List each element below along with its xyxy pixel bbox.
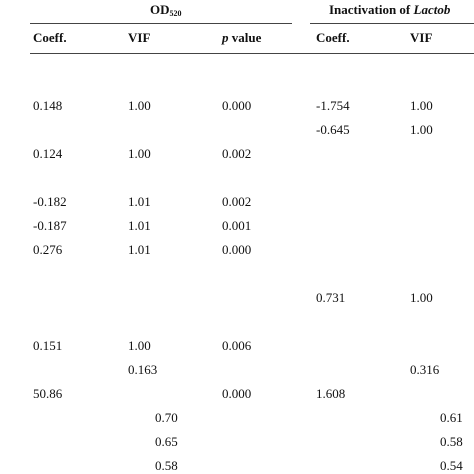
table-cell: 1.608: [316, 386, 346, 401]
table-cell: 1.00: [410, 122, 433, 137]
inactivation-label: Inactivation of: [329, 2, 414, 17]
table-cell: 0.002: [222, 146, 252, 161]
summary-cell: 0.61: [440, 410, 463, 425]
table-cell: 0.148: [33, 98, 63, 113]
summary-cell: 0.65: [155, 434, 178, 449]
table-cell: 0.316: [410, 362, 440, 377]
od-header: OD520: [150, 2, 182, 22]
table-cell: 1.00: [128, 146, 151, 161]
column-header: p value: [222, 30, 261, 46]
summary-cell: 0.58: [440, 434, 463, 449]
table-cell: 0.000: [222, 242, 252, 257]
table-cell: 0.006: [222, 338, 252, 353]
table-cell: 0.001: [222, 218, 252, 233]
summary-cell: 0.70: [155, 410, 178, 425]
table-cell: 1.01: [128, 218, 151, 233]
summary-cell: 0.54: [440, 458, 463, 473]
column-header: VIF: [128, 30, 151, 45]
table-cell: 1.00: [128, 338, 151, 353]
inactivation-italic: Lactob: [413, 2, 451, 17]
table-cell: 1.00: [410, 98, 433, 113]
table-cell: 1.00: [128, 98, 151, 113]
table-cell: -1.754: [316, 98, 350, 113]
table-cell: 0.731: [316, 290, 346, 305]
table-cell: 0.000: [222, 386, 252, 401]
rule: [30, 23, 292, 24]
table-cell: 0.151: [33, 338, 63, 353]
column-header: Coeff.: [33, 30, 67, 45]
column-header: VIF: [410, 30, 433, 45]
table-cell: 0.276: [33, 242, 63, 257]
table-cell: 1.01: [128, 194, 151, 209]
rule: [30, 53, 474, 54]
table-cell: 0.002: [222, 194, 252, 209]
table-cell: -0.187: [33, 218, 67, 233]
column-header: Coeff.: [316, 30, 350, 45]
od-subscript: 520: [169, 9, 182, 18]
summary-cell: 0.58: [155, 458, 178, 473]
table-cell: 0.163: [128, 362, 158, 377]
od-label: OD: [150, 2, 170, 17]
table-cell: 1.00: [410, 290, 433, 305]
table-cell: 0.000: [222, 98, 252, 113]
inactivation-header: Inactivation of Lactob: [329, 2, 450, 18]
p-italic: p: [222, 30, 229, 45]
table-cell: -0.645: [316, 122, 350, 137]
table-cell: 0.124: [33, 146, 63, 161]
column-label: value: [231, 30, 262, 45]
rule: [310, 23, 474, 24]
table-cell: -0.182: [33, 194, 67, 209]
table-cell: 1.01: [128, 242, 151, 257]
table-cell: 50.86: [33, 386, 63, 401]
